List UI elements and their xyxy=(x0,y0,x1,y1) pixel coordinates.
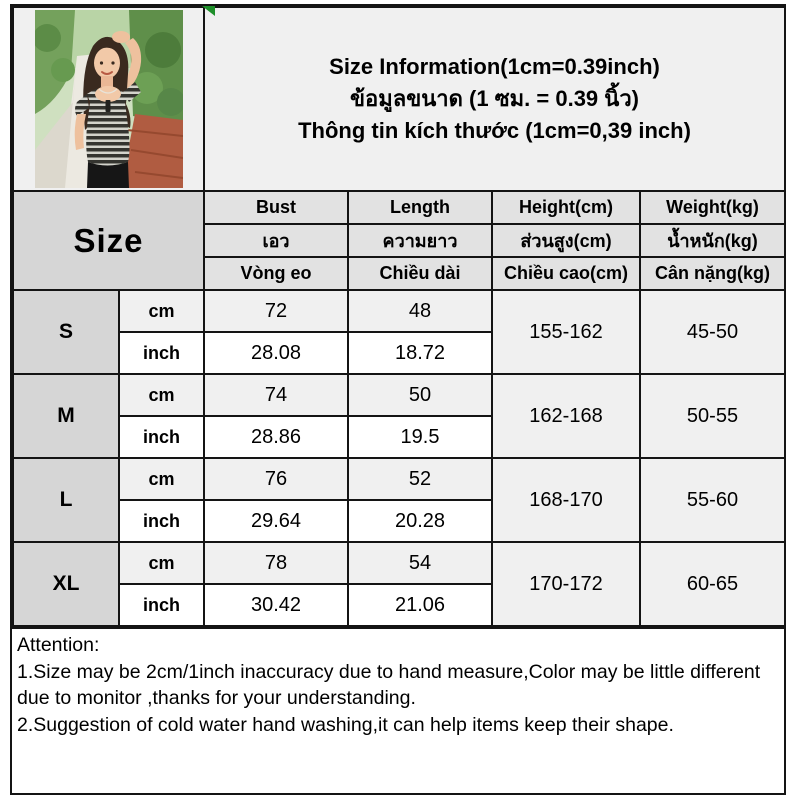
table-row-m-inch: inch 28.86 19.5 xyxy=(13,415,785,459)
length-inch-m: 19.5 xyxy=(347,415,493,459)
table-row-l-inch: inch 29.64 20.28 xyxy=(13,499,785,543)
col-header-weight-en: Weight(kg) xyxy=(639,190,786,225)
col-header-bust-en: Bust xyxy=(203,190,349,225)
table-row-xl-inch: inch 30.42 21.06 xyxy=(13,583,785,627)
table-row-xl-cm: XL cm 78 54 170-172 60-65 xyxy=(12,541,786,627)
length-cm-xl: 54 xyxy=(347,541,493,585)
weight-range-l: 55-60 xyxy=(639,457,786,543)
header-row-thai: เอว ความยาว ส่วนสูง(cm) น้ำหนัก(kg) xyxy=(13,223,786,258)
col-header-height-th: ส่วนสูง(cm) xyxy=(491,223,641,258)
attention-notes: Attention: 1.Size may be 2cm/1inch inacc… xyxy=(12,627,784,793)
weight-range-xl: 60-65 xyxy=(639,541,786,627)
col-header-length-en: Length xyxy=(347,190,493,225)
height-range-m: 162-168 xyxy=(491,373,641,459)
bust-cm-s: 72 xyxy=(203,289,349,333)
title-english: Size Information(1cm=0.39inch) xyxy=(329,54,660,79)
unit-label-cm: cm xyxy=(118,373,205,417)
bust-inch-l: 29.64 xyxy=(203,499,349,543)
length-inch-l: 20.28 xyxy=(347,499,493,543)
length-inch-s: 18.72 xyxy=(347,331,493,375)
unit-label-cm: cm xyxy=(118,541,205,585)
bust-cm-xl: 78 xyxy=(203,541,349,585)
length-cm-s: 48 xyxy=(347,289,493,333)
attention-item-2: 2.Suggestion of cold water hand washing,… xyxy=(17,713,674,736)
unit-label-inch: inch xyxy=(118,415,205,459)
unit-label-inch: inch xyxy=(118,331,205,375)
col-header-height-vi: Chiều cao(cm) xyxy=(491,256,641,291)
col-header-height-en: Height(cm) xyxy=(491,190,641,225)
model-photo xyxy=(34,10,183,188)
height-range-xl: 170-172 xyxy=(491,541,641,627)
bust-cm-m: 74 xyxy=(203,373,349,417)
header-row-vietnamese: Vòng eo Chiều dài Chiều cao(cm) Cân nặng… xyxy=(13,256,786,291)
col-header-length-vi: Chiều dài xyxy=(347,256,493,291)
length-inch-xl: 21.06 xyxy=(347,583,493,627)
col-header-weight-vi: Cân nặng(kg) xyxy=(639,256,786,291)
col-header-weight-th: น้ำหนัก(kg) xyxy=(639,223,786,258)
length-cm-l: 52 xyxy=(347,457,493,501)
title-cell: Size Information(1cm=0.39inch) ข้อมูลขนา… xyxy=(203,6,786,192)
unit-label-cm: cm xyxy=(118,457,205,501)
unit-label-inch: inch xyxy=(118,499,205,543)
size-label-s: S xyxy=(12,289,120,375)
height-range-s: 155-162 xyxy=(491,289,641,375)
unit-label-cm: cm xyxy=(118,289,205,333)
col-header-bust-th: เอว xyxy=(203,223,349,258)
weight-range-s: 45-50 xyxy=(639,289,786,375)
title-thai: ข้อมูลขนาด (1 ซม. = 0.39 นิ้ว) xyxy=(349,86,639,111)
bust-inch-s: 28.08 xyxy=(203,331,349,375)
unit-label-inch: inch xyxy=(118,583,205,627)
table-row-m-cm: M cm 74 50 162-168 50-55 xyxy=(12,373,786,459)
table-row-s-inch: inch 28.08 18.72 xyxy=(13,331,785,375)
col-header-length-th: ความยาว xyxy=(347,223,493,258)
size-label-xl: XL xyxy=(12,541,120,627)
model-photo-cell xyxy=(12,6,205,192)
bust-inch-m: 28.86 xyxy=(203,415,349,459)
size-table: Size Information(1cm=0.39inch) ข้อมูลขนา… xyxy=(12,6,786,627)
attention-heading: Attention: xyxy=(17,634,100,656)
header-row-english: Size Bust Length Height(cm) Weight(kg) xyxy=(12,190,786,291)
title-vietnamese: Thông tin kích thước (1cm=0,39 inch) xyxy=(298,118,691,143)
size-header-label: Size xyxy=(12,190,205,291)
bust-inch-xl: 30.42 xyxy=(203,583,349,627)
bust-cm-l: 76 xyxy=(203,457,349,501)
size-label-m: M xyxy=(12,373,120,459)
table-row-s-cm: S cm 72 48 155-162 45-50 xyxy=(12,289,786,375)
table-row-l-cm: L cm 76 52 168-170 55-60 xyxy=(12,457,786,543)
photo-title-row: Size Information(1cm=0.39inch) ข้อมูลขนา… xyxy=(12,6,786,192)
weight-range-m: 50-55 xyxy=(639,373,786,459)
height-range-l: 168-170 xyxy=(491,457,641,543)
size-chart-sheet: Size Information(1cm=0.39inch) ข้อมูลขนา… xyxy=(10,4,786,795)
size-label-l: L xyxy=(12,457,120,543)
attention-item-1: 1.Size may be 2cm/1inch inaccuracy due t… xyxy=(17,660,761,710)
length-cm-m: 50 xyxy=(347,373,493,417)
col-header-bust-vi: Vòng eo xyxy=(203,256,349,291)
green-corner-marker xyxy=(202,6,215,16)
